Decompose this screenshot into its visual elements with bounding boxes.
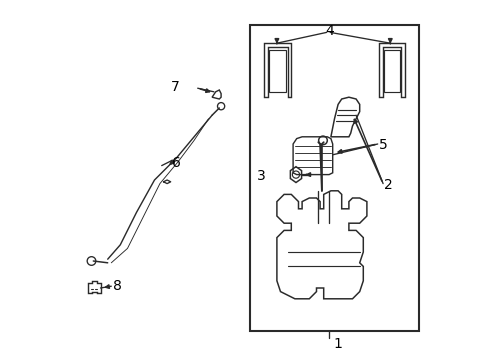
Text: 8: 8 [113, 279, 122, 293]
Text: 2: 2 [384, 179, 392, 192]
Text: 6: 6 [171, 156, 180, 170]
Bar [384, 50, 399, 92]
Bar [268, 50, 285, 92]
Text: 5: 5 [378, 138, 387, 152]
Text: 1: 1 [333, 337, 342, 351]
Bar [249, 25, 418, 331]
Text: 7: 7 [170, 80, 179, 94]
Text: 4: 4 [325, 24, 333, 37]
Text: 3: 3 [257, 170, 265, 183]
